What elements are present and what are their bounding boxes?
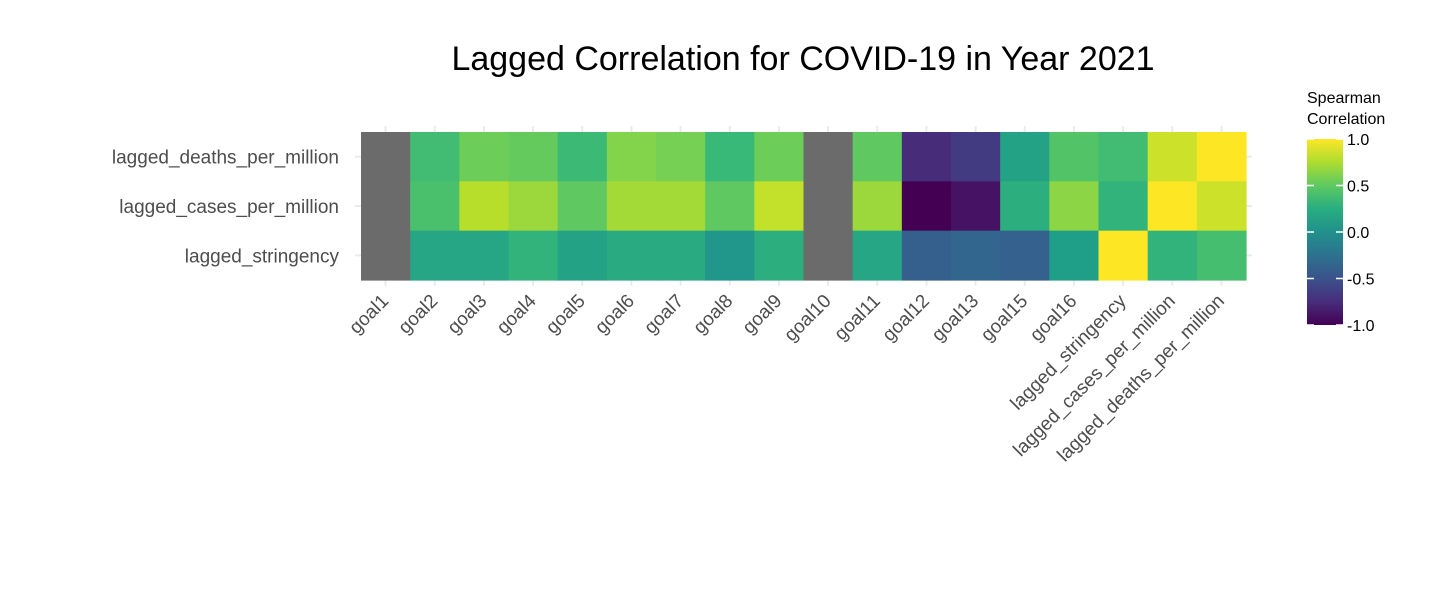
heatmap-cell-goal11-lagged_cases_per_million xyxy=(852,181,903,232)
heatmap-cell-goal6-lagged_deaths_per_million xyxy=(606,132,657,182)
heatmap-cell-goal11-lagged_deaths_per_million xyxy=(852,132,903,182)
heatmap-cell-goal9-lagged_deaths_per_million xyxy=(754,132,805,182)
legend-title-line-1: Spearman xyxy=(1307,90,1381,107)
heatmap-cell-goal2-lagged_stringency xyxy=(410,230,460,281)
chart-title: Lagged Correlation for COVID-19 in Year … xyxy=(451,40,1154,78)
x-tick-label: goal1 xyxy=(345,291,393,339)
x-tick-label: goal13 xyxy=(928,291,983,346)
heatmap-cell-goal3-lagged_deaths_per_million xyxy=(459,132,510,182)
heatmap-cell-goal12-lagged_stringency xyxy=(901,230,952,281)
heatmap-cell-goal4-lagged_stringency xyxy=(508,230,559,281)
heatmap-cell-goal4-lagged_deaths_per_million xyxy=(508,132,559,182)
legend-tick-label: -0.5 xyxy=(1347,272,1375,289)
x-tick-label: goal4 xyxy=(493,290,541,338)
x-axis-labels: goal1 goal2 goal3 goal4 goal5 goal6 goal7 goal8… xyxy=(345,290,1229,466)
heatmap-cell-goal7-lagged_stringency xyxy=(656,230,706,281)
y-axis-labels: lagged_deaths_per_million lagged_cases_pe… xyxy=(112,148,340,268)
heatmap-cell-goal11-lagged_stringency xyxy=(852,230,903,281)
heatmap-cell-goal7-lagged_deaths_per_million xyxy=(656,132,706,182)
heatmap-cell-lagged_stringency-lagged_cases_per_million xyxy=(1098,181,1149,232)
heatmap-cell-goal3-lagged_cases_per_million xyxy=(459,181,510,232)
heatmap-cell-goal9-lagged_stringency xyxy=(754,230,805,281)
x-tick-label: goal10 xyxy=(780,291,835,346)
heatmap-cell-goal15-lagged_stringency xyxy=(1000,230,1050,281)
heatmap-cell-goal10-lagged_cases_per_million xyxy=(803,181,854,232)
x-tick-label: goal2 xyxy=(395,291,443,339)
heatmap-cells xyxy=(361,132,1247,281)
heatmap-cell-goal1-lagged_stringency xyxy=(361,230,411,281)
heatmap-cell-goal13-lagged_cases_per_million xyxy=(951,181,1001,232)
heatmap-cell-goal13-lagged_deaths_per_million xyxy=(951,132,1001,182)
heatmap-cell-goal5-lagged_stringency xyxy=(557,230,608,281)
heatmap-cell-goal15-lagged_deaths_per_million xyxy=(1000,132,1050,182)
y-tick-label: lagged_cases_per_million xyxy=(119,197,339,218)
heatmap-cell-goal9-lagged_cases_per_million xyxy=(754,181,805,232)
heatmap-cell-lagged_deaths_per_million-lagged_cases_per_million xyxy=(1196,181,1247,232)
legend-tick-label: 0.5 xyxy=(1347,179,1369,196)
heatmap-cell-lagged_cases_per_million-lagged_cases_per_million xyxy=(1147,181,1198,232)
x-tick-label: goal8 xyxy=(690,291,738,339)
heatmap-cell-goal16-lagged_cases_per_million xyxy=(1049,181,1100,232)
heatmap-cell-goal7-lagged_cases_per_million xyxy=(656,181,706,232)
heatmap-cell-goal1-lagged_deaths_per_million xyxy=(361,132,411,182)
heatmap-cell-goal12-lagged_deaths_per_million xyxy=(901,132,952,182)
heatmap-cell-lagged_cases_per_million-lagged_stringency xyxy=(1147,230,1198,281)
heatmap-cell-goal16-lagged_stringency xyxy=(1049,230,1100,281)
heatmap-cell-goal5-lagged_cases_per_million xyxy=(557,181,608,232)
heatmap-cell-goal10-lagged_deaths_per_million xyxy=(803,132,854,182)
x-tick-label: goal12 xyxy=(879,291,934,346)
heatmap-cell-goal8-lagged_deaths_per_million xyxy=(705,132,755,182)
heatmap-cell-goal1-lagged_cases_per_million xyxy=(361,181,411,232)
heatmap-cell-goal2-lagged_cases_per_million xyxy=(410,181,460,232)
heatmap-cell-goal2-lagged_deaths_per_million xyxy=(410,132,460,182)
heatmap-cell-goal6-lagged_cases_per_million xyxy=(606,181,657,232)
heatmap-cell-goal15-lagged_cases_per_million xyxy=(1000,181,1050,232)
x-tick-label: goal7 xyxy=(640,291,688,339)
legend-title-line-2: Correlation xyxy=(1307,111,1385,128)
heatmap-cell-lagged_deaths_per_million-lagged_stringency xyxy=(1196,230,1247,281)
x-tick-label: goal6 xyxy=(591,291,639,339)
heatmap-cell-goal6-lagged_stringency xyxy=(606,230,657,281)
heatmap-cell-goal13-lagged_stringency xyxy=(951,230,1001,281)
y-tick-label: lagged_deaths_per_million xyxy=(112,148,339,169)
legend-tick-label: -1.0 xyxy=(1347,318,1375,335)
heatmap-cell-goal3-lagged_stringency xyxy=(459,230,510,281)
heatmap-cell-goal8-lagged_cases_per_million xyxy=(705,181,755,232)
legend: Spearman Correlation 1.0 0.5 0.0 -0.5 -1.0 xyxy=(1307,90,1385,335)
x-tick-label: goal3 xyxy=(444,291,492,339)
heatmap-cell-lagged_cases_per_million-lagged_deaths_per_million xyxy=(1147,132,1198,182)
heatmap-cell-goal8-lagged_stringency xyxy=(705,230,755,281)
heatmap-cell-lagged_stringency-lagged_stringency xyxy=(1098,230,1149,281)
heatmap-cell-goal12-lagged_cases_per_million xyxy=(901,181,952,232)
heatmap-cell-goal4-lagged_cases_per_million xyxy=(508,181,559,232)
heatmap-cell-lagged_stringency-lagged_deaths_per_million xyxy=(1098,132,1149,182)
heatmap-cell-goal5-lagged_deaths_per_million xyxy=(557,132,608,182)
x-tick-label: goal11 xyxy=(831,291,885,345)
heatmap-cell-goal10-lagged_stringency xyxy=(803,230,854,281)
heatmap-cell-goal16-lagged_deaths_per_million xyxy=(1049,132,1100,182)
x-tick-label: goal15 xyxy=(977,291,1032,346)
y-tick-label: lagged_stringency xyxy=(185,246,340,267)
heatmap-cell-lagged_deaths_per_million-lagged_deaths_per_million xyxy=(1196,132,1247,182)
x-tick-label: goal5 xyxy=(542,291,590,339)
legend-tick-label: 0.0 xyxy=(1347,225,1369,242)
legend-tick-label: 1.0 xyxy=(1347,132,1369,149)
